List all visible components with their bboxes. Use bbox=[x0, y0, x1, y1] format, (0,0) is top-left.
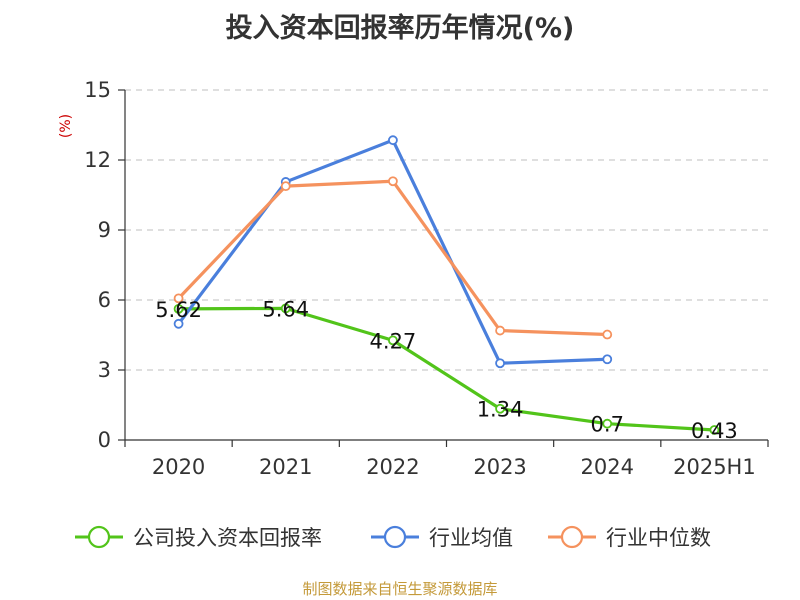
data-label: 0.43 bbox=[691, 419, 738, 443]
legend-swatch-marker bbox=[560, 525, 584, 549]
x-tick-label: 2020 bbox=[152, 455, 205, 479]
y-tick-label: 6 bbox=[98, 288, 111, 312]
data-label: 1.34 bbox=[477, 398, 524, 422]
data-label: 0.7 bbox=[591, 413, 624, 437]
data-label: 4.27 bbox=[370, 329, 417, 353]
x-tick-label: 2021 bbox=[259, 455, 312, 479]
data-point bbox=[388, 176, 398, 187]
data-point bbox=[173, 303, 184, 314]
data-point bbox=[495, 358, 505, 369]
x-tick-label: 2024 bbox=[581, 455, 634, 479]
data-point bbox=[280, 181, 291, 192]
grid-lines bbox=[125, 89, 768, 371]
x-tick-label: 2022 bbox=[366, 455, 419, 479]
data-label: 5.64 bbox=[262, 297, 309, 321]
legend-swatch-marker bbox=[87, 525, 111, 549]
legend-label: 公司投入资本回报率 bbox=[133, 526, 322, 550]
data-label: 5.62 bbox=[155, 298, 202, 322]
legend-swatch-marker bbox=[383, 525, 407, 549]
y-tick-label: 3 bbox=[98, 358, 111, 382]
data-point bbox=[173, 293, 184, 304]
y-tick-label: 12 bbox=[84, 148, 111, 172]
series-line bbox=[177, 179, 608, 337]
source-note: 制图数据来自恒生聚源数据库 bbox=[302, 580, 498, 598]
y-tick-label: 9 bbox=[98, 218, 111, 242]
series-lines bbox=[173, 135, 720, 435]
axes: 0 3 6 9 12 15 2020 2021 2022 2023 2024 2025H1 (%) bbox=[58, 78, 769, 479]
legend-label: 行业均值 bbox=[429, 526, 513, 550]
legend-item[interactable]: 行业均值 bbox=[371, 525, 513, 550]
x-tick-label: 2025H1 bbox=[673, 455, 756, 479]
series-line bbox=[178, 306, 715, 432]
y-tick-label: 15 bbox=[84, 78, 111, 102]
x-tick-label: 2023 bbox=[473, 455, 526, 479]
data-point bbox=[173, 318, 184, 329]
data-labels: 5.62 5.64 4.27 1.34 0.7 0.43 bbox=[155, 297, 738, 443]
y-tick-label: 0 bbox=[98, 428, 111, 452]
legend-item[interactable]: 公司投入资本回报率 bbox=[75, 525, 322, 550]
data-point bbox=[709, 425, 720, 435]
data-point bbox=[495, 403, 505, 414]
data-point bbox=[495, 325, 505, 336]
legend-item[interactable]: 行业中位数 bbox=[548, 525, 711, 550]
data-point bbox=[388, 335, 398, 346]
data-point bbox=[602, 354, 613, 365]
data-point bbox=[280, 303, 291, 314]
legend-label: 行业中位数 bbox=[606, 526, 711, 550]
data-point bbox=[388, 135, 398, 146]
data-point bbox=[602, 329, 613, 340]
y-axis-label: (%) bbox=[58, 114, 74, 138]
legend[interactable]: 公司投入资本回报率 行业均值 行业中位数 bbox=[75, 525, 711, 550]
chart-title: 投入资本回报率历年情况(%) bbox=[225, 13, 575, 44]
data-point bbox=[602, 418, 613, 429]
